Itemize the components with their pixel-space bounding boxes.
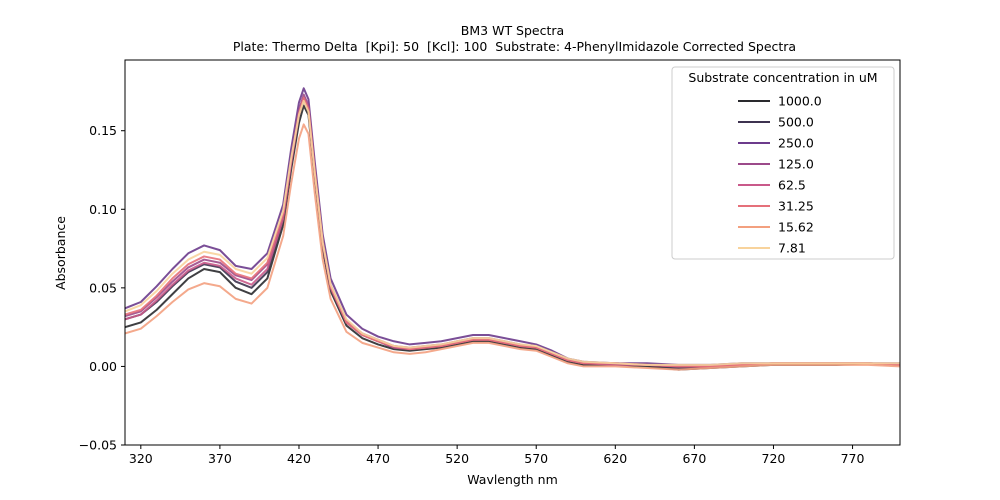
x-tick-label: 620: [603, 451, 627, 466]
x-tick-label: 320: [129, 451, 153, 466]
x-axis-label: Wavlength nm: [467, 472, 558, 487]
legend-box: [671, 66, 895, 260]
legend-title: Substrate concentration in uM: [688, 70, 877, 85]
chart-subtitle: Plate: Thermo Delta [Kpi]: 50 [Kcl]: 100…: [229, 39, 796, 54]
legend-label-62.5: 62.5: [778, 178, 806, 193]
x-tick-label: 370: [208, 451, 232, 466]
legend-label-7.81: 7.81: [778, 241, 806, 256]
legend-label-500.0: 500.0: [778, 115, 814, 130]
legend-label-125.0: 125.0: [778, 157, 814, 172]
legend-entries: 1000.0 500.0 250.0 125.0 62.5 31.25 15.62 7.81: [738, 94, 822, 256]
x-tick-label: 670: [682, 451, 706, 466]
x-tick-label: 420: [287, 451, 311, 466]
y-tick-label: 0.05: [89, 280, 117, 295]
legend-label-1000.0: 1000.0: [778, 94, 822, 109]
x-tick-label: 570: [524, 451, 548, 466]
chart-title: BM3 WT Spectra: [461, 23, 564, 38]
legend-label-250.0: 250.0: [778, 136, 814, 151]
x-tick-label: 470: [366, 451, 390, 466]
x-tick-label: 520: [445, 451, 469, 466]
x-tick-label: 770: [841, 451, 865, 466]
legend-label-31.25: 31.25: [778, 199, 814, 214]
y-tick-label: 0.00: [89, 359, 117, 374]
legend-label-15.62: 15.62: [778, 220, 814, 235]
y-axis-label: Absorbance: [53, 216, 68, 290]
plot-frame: [124, 59, 901, 446]
ticks-layer: 320 370 420 470 520 570 620 670 720 770 −0.05 0.00 0…: [79, 123, 865, 466]
legend: Substrate concentration in uM 1000.0 500.…: [671, 66, 895, 260]
series-layer: [125, 87, 900, 371]
x-tick-label: 720: [762, 451, 786, 466]
y-tick-label: −0.05: [79, 438, 117, 453]
series-line-7.81: [125, 99, 900, 366]
y-tick-label: 0.10: [89, 202, 117, 217]
y-tick-label: 0.15: [89, 123, 117, 138]
series-line-15.62: [125, 123, 900, 371]
